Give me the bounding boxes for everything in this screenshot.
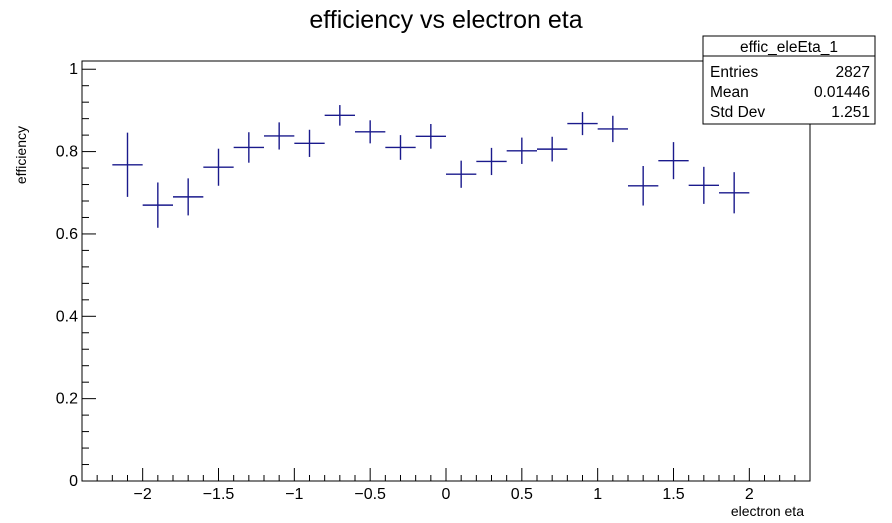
x-tick-label: −0.5 [354, 486, 386, 503]
x-tick-label: 1 [593, 486, 602, 503]
x-tick-label: 1.5 [662, 486, 684, 503]
data-point [506, 137, 537, 164]
data-point [173, 178, 204, 216]
data-point [658, 142, 689, 180]
stats-box-title: effic_eleEta_1 [740, 39, 838, 56]
data-point [567, 112, 598, 136]
stats-value-mean: 0.01446 [814, 84, 870, 101]
data-point [233, 132, 264, 163]
x-tick-label: −1.5 [203, 486, 235, 503]
plot-area-border [81, 60, 811, 482]
data-point [688, 166, 719, 204]
data-point [112, 132, 143, 197]
data-point [264, 122, 295, 150]
y-tick-label: 0.6 [56, 226, 78, 243]
stats-label-entries: Entries [710, 64, 758, 81]
x-tick-label: −2 [134, 486, 152, 503]
data-point [324, 105, 355, 126]
data-point [203, 148, 234, 186]
x-tick-label: −1 [285, 486, 303, 503]
data-point [446, 160, 477, 188]
stats-box-frame [702, 35, 876, 125]
data-point [142, 182, 173, 228]
y-tick-label: 0.2 [56, 391, 78, 408]
stats-label-mean: Mean [710, 84, 749, 101]
x-axis-title: electron eta [731, 503, 804, 519]
stats-box: effic_eleEta_1 Entries 2827 Mean 0.01446… [702, 35, 876, 125]
data-point [385, 135, 416, 160]
y-tick-label: 0 [69, 473, 78, 490]
data-point [719, 172, 750, 214]
data-point [537, 136, 568, 162]
data-point [294, 129, 325, 157]
stats-label-stddev: Std Dev [710, 104, 765, 121]
x-tick-label: 2 [745, 486, 754, 503]
x-axis: −2 −1.5 −1 −0.5 0 0.5 1 1.5 2 [96, 468, 796, 503]
data-point [628, 166, 659, 206]
y-axis-title: efficiency [13, 126, 29, 184]
y-tick-label: 0.4 [56, 308, 78, 325]
stats-value-entries: 2827 [836, 64, 870, 81]
data-point [415, 124, 446, 149]
x-tick-label: 0.5 [511, 486, 533, 503]
x-tick-label: 0 [442, 486, 451, 503]
y-tick-label: 1 [69, 61, 78, 78]
data-point [476, 147, 507, 176]
chart-title: efficiency vs electron eta [309, 6, 582, 34]
y-tick-label: 0.8 [56, 144, 78, 161]
stats-value-stddev: 1.251 [831, 104, 870, 121]
data-points [112, 105, 750, 228]
plot-frame [81, 60, 811, 482]
data-point [597, 115, 628, 143]
y-axis: 0 0.2 0.4 0.6 0.8 1 [56, 61, 96, 490]
data-point [355, 120, 386, 144]
